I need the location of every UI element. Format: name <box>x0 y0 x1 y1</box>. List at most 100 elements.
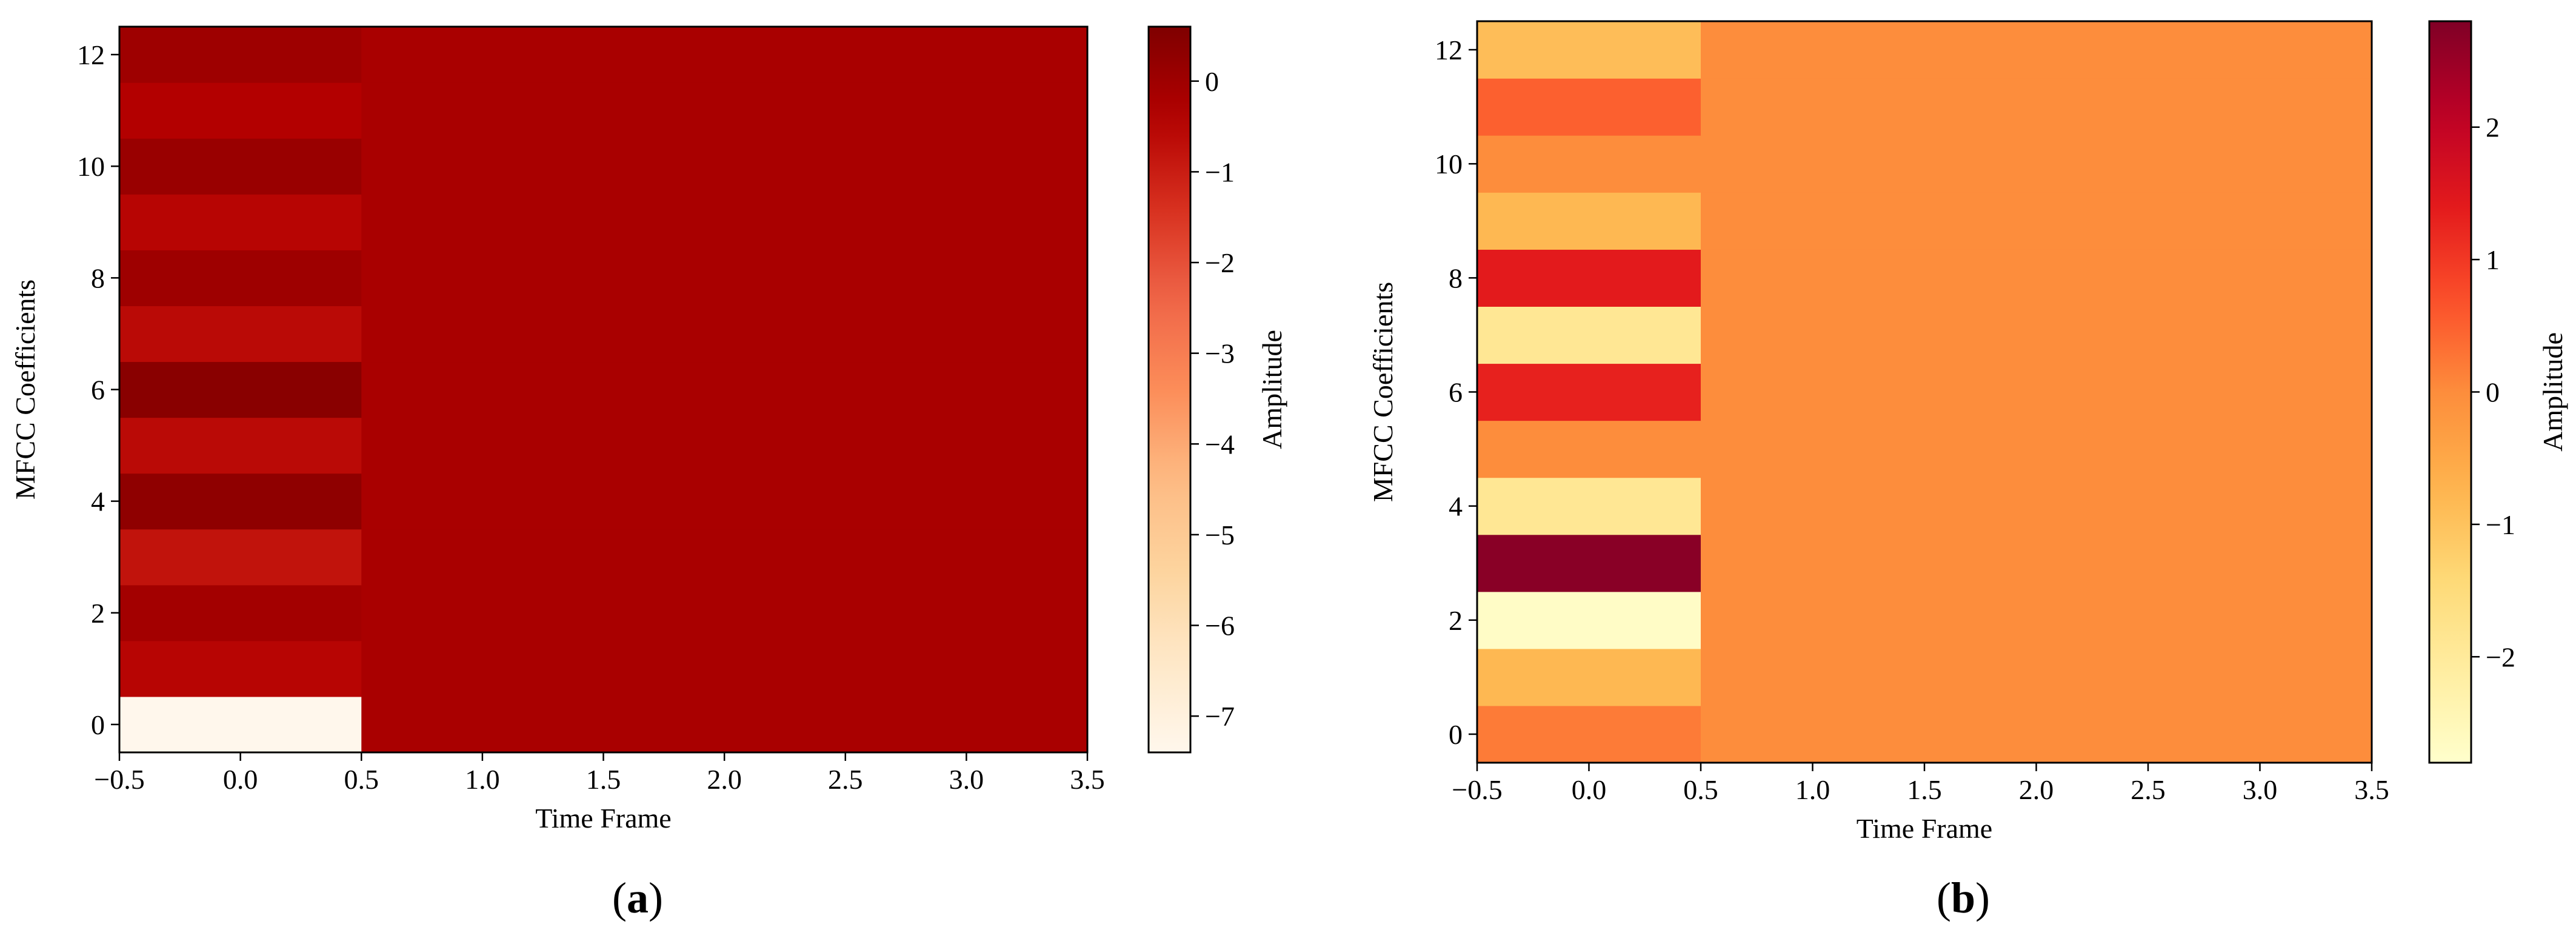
heatmap-cell <box>603 640 846 697</box>
heatmap-cell <box>1477 135 1701 193</box>
colorbar <box>1147 25 1192 754</box>
x-axis-label: Time Frame <box>1857 813 1992 844</box>
heatmap-cell <box>845 361 1088 418</box>
heatmap-cell <box>119 138 362 195</box>
y-tick-label: 8 <box>1449 263 1463 293</box>
x-tick-label: 1.5 <box>1907 774 1942 805</box>
heatmap-cell <box>1477 534 1701 592</box>
heatmap-cell <box>1477 306 1701 364</box>
heatmap-cell <box>361 82 604 139</box>
heatmap-cell <box>361 138 604 195</box>
x-tick-label: −0.5 <box>1452 774 1502 805</box>
heatmap-cell <box>1477 648 1701 706</box>
y-axis-label: MFCC Coefficients <box>10 279 41 500</box>
x-tick-label: 2.0 <box>2019 774 2054 805</box>
heatmap-cell <box>603 306 846 363</box>
x-tick-label: 0.0 <box>223 764 258 795</box>
x-tick-label: 2.5 <box>2131 774 2166 805</box>
heatmap-cell <box>603 696 846 753</box>
heatmap-cell <box>1701 249 1925 307</box>
heatmap-cell <box>1477 477 1701 535</box>
heatmap-cell <box>1477 192 1701 250</box>
heatmap-cell <box>119 640 362 697</box>
heatmap-cell <box>1477 21 1701 79</box>
colorbar-tick-label: −1 <box>2486 509 2515 540</box>
heatmap-cell <box>1477 705 1701 763</box>
heatmap-cell <box>1924 477 2149 535</box>
x-tick-label: −0.5 <box>94 764 144 795</box>
colorbar-label: Amplitude <box>2537 332 2568 452</box>
panel-label-b: (b) <box>1937 874 1990 922</box>
heatmap-cell <box>603 27 846 83</box>
colorbar-tick-label: −3 <box>1205 338 1235 369</box>
heatmap-cell <box>845 194 1088 250</box>
heatmap-cell <box>361 194 604 250</box>
colorbar-tick-label: −2 <box>1205 247 1235 278</box>
heatmap-cell <box>845 27 1088 83</box>
heatmap-cell <box>2148 249 2372 307</box>
colorbar-tick-label: 0 <box>1205 66 1219 97</box>
heatmap-cell <box>119 250 362 306</box>
heatmap-cell <box>361 640 604 697</box>
x-tick-label: 3.5 <box>2354 774 2389 805</box>
heatmap-cell <box>361 529 604 586</box>
x-tick-label: 3.0 <box>2243 774 2278 805</box>
colorbar-label: Amplitude <box>1256 330 1287 449</box>
heatmap-cell <box>603 82 846 139</box>
x-tick-label: 0.5 <box>344 764 379 795</box>
heatmap-cell <box>361 250 604 306</box>
heatmap-cell <box>1701 306 1925 364</box>
y-tick-label: 10 <box>77 151 105 182</box>
heatmap-cell <box>119 82 362 139</box>
heatmap-cell <box>2148 420 2372 478</box>
y-tick-label: 4 <box>1449 491 1463 522</box>
heatmap-cell <box>2148 192 2372 250</box>
heatmap-cell <box>1924 363 2149 421</box>
y-tick-label: 0 <box>1449 719 1463 750</box>
heatmap-cell <box>119 194 362 250</box>
heatmap-cell <box>1924 306 2149 364</box>
y-tick-label: 8 <box>91 263 105 293</box>
x-tick-label: 3.0 <box>949 764 984 795</box>
heatmap-cell <box>1701 78 1925 136</box>
y-tick-label: 4 <box>91 486 105 517</box>
heatmap-cell <box>845 696 1088 753</box>
heatmap-cell <box>2148 21 2372 79</box>
heatmap-cell <box>1701 192 1925 250</box>
heatmap-cell <box>119 529 362 586</box>
heatmap-cell <box>361 361 604 418</box>
heatmap-cell <box>603 529 846 586</box>
y-tick-label: 6 <box>1449 377 1463 408</box>
heatmap-cell <box>1477 591 1701 649</box>
heatmap-panel-a: −0.5 0.0 0.5 1.0 1.5 2.0 2.5 3.0 3.5 0 2 4 6 8 10 12 Tim… <box>10 25 1287 834</box>
heatmap-cell <box>603 473 846 530</box>
x-axis-label: Time Frame <box>535 803 671 834</box>
colorbar <box>2428 20 2472 764</box>
heatmap-cell <box>603 138 846 195</box>
heatmap-cell <box>845 640 1088 697</box>
heatmap-cell <box>1701 534 1925 592</box>
x-tick-label: 1.5 <box>586 764 621 795</box>
colorbar-tick-label: −6 <box>1205 611 1235 641</box>
heatmap-cell <box>845 584 1088 641</box>
heatmap-cell <box>845 306 1088 363</box>
heatmap-cell <box>119 361 362 418</box>
x-tick-label: 0.5 <box>1683 774 1718 805</box>
heatmap-cell <box>1701 648 1925 706</box>
heatmap-cell <box>119 696 362 753</box>
heatmap-cell <box>1924 420 2149 478</box>
heatmap-cell <box>1701 705 1925 763</box>
y-tick-label: 12 <box>77 39 105 70</box>
heatmap-cell <box>1701 477 1925 535</box>
heatmap-cell <box>2148 135 2372 193</box>
heatmap-cell <box>1701 420 1925 478</box>
heatmap-cell <box>1701 21 1925 79</box>
heatmap-panel-b: −0.5 0.0 0.5 1.0 1.5 2.0 2.5 3.0 3.5024681012Tim… <box>1367 20 2568 844</box>
heatmap-cell <box>1924 648 2149 706</box>
y-tick-label: 10 <box>1435 149 1463 179</box>
heatmap-cell <box>119 306 362 363</box>
colorbar-tick-label: 2 <box>2486 112 2500 143</box>
heatmap-cell <box>2148 648 2372 706</box>
heatmap-cell <box>119 473 362 530</box>
heatmap-cell <box>1477 249 1701 307</box>
